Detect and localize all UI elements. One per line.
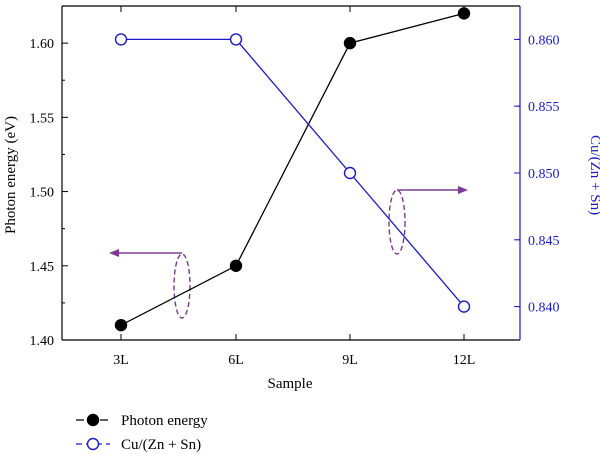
data-point-0 — [229, 259, 243, 272]
legend-label-1: Cu/(Zn + Sn) — [121, 437, 201, 453]
data-point-0 — [457, 7, 471, 20]
y-tick-label-left: 1.55 — [30, 111, 55, 126]
series-layer — [114, 7, 471, 332]
data-point-1 — [343, 166, 357, 180]
legend-marker-0 — [86, 413, 100, 427]
y-tick-label-right: 0.855 — [528, 100, 560, 115]
y-tick-label-right: 0.840 — [528, 301, 560, 316]
y-tick-label-right: 0.860 — [528, 33, 560, 48]
y-tick-label-left: 1.45 — [30, 260, 55, 275]
x-tick-label: 3L — [113, 353, 129, 368]
y-tick-label-right: 0.850 — [528, 167, 560, 182]
annotation-ellipse — [388, 189, 406, 255]
data-point-1 — [114, 33, 128, 46]
series-line-1 — [121, 38, 465, 308]
annotations — [109, 186, 468, 319]
x-tick-label: 9L — [342, 353, 358, 368]
x-tick-label: 6L — [228, 353, 244, 368]
annotation-ellipse — [173, 253, 191, 319]
data-point-1 — [457, 300, 471, 313]
x-tick-label: 12L — [453, 353, 476, 368]
data-point-0 — [343, 36, 357, 50]
y-tick-label-left: 1.50 — [30, 186, 55, 201]
axis-ticks: 3L 6L 9L 12L 1.40 1.45 1.50 1.55 1.60 0.840 0.845 0… — [30, 6, 560, 368]
series-line-0 — [120, 12, 465, 326]
annotation-arrowhead — [458, 186, 468, 194]
y-tick-label-left: 1.60 — [30, 37, 55, 52]
legend: Photon energy Cu/(Zn + Sn) — [76, 413, 208, 453]
y-axis-left-label: Photon energy (eV) — [3, 116, 19, 234]
annotation-right-arrow — [388, 186, 468, 255]
legend-label-0: Photon energy — [121, 413, 208, 429]
data-point-0 — [114, 318, 128, 332]
legend-marker-1 — [86, 437, 100, 451]
annotation-left-arrow — [109, 249, 191, 319]
y-tick-label-right: 0.845 — [528, 234, 560, 249]
annotation-arrowhead — [109, 249, 119, 257]
plot-frame — [61, 5, 521, 341]
x-axis-label: Sample — [268, 376, 313, 392]
y-axis-right-label: Cu/(Zn + Sn) — [587, 135, 600, 215]
data-point-1 — [229, 33, 243, 46]
y-tick-label-left: 1.40 — [30, 334, 55, 349]
